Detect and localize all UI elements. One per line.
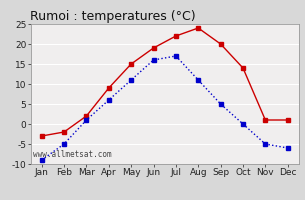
Text: Rumoi : temperatures (°C): Rumoi : temperatures (°C) [30,10,196,23]
Text: www.allmetsat.com: www.allmetsat.com [33,150,112,159]
